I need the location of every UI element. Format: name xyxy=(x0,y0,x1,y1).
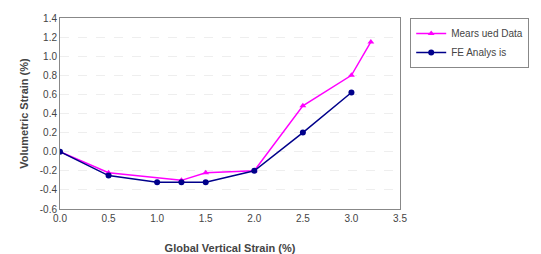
svg-text:2.0: 2.0 xyxy=(247,213,261,224)
svg-text:1.0: 1.0 xyxy=(150,213,164,224)
svg-text:-0.6: -0.6 xyxy=(40,204,58,215)
svg-text:Global Vertical Strain (%): Global Vertical Strain (%) xyxy=(165,242,296,254)
svg-text:1.5: 1.5 xyxy=(199,213,213,224)
svg-text:-0.2: -0.2 xyxy=(40,165,58,176)
svg-text:FE Analys is: FE Analys is xyxy=(451,47,506,58)
svg-text:2.5: 2.5 xyxy=(296,213,310,224)
svg-text:0.8: 0.8 xyxy=(43,70,57,81)
svg-text:0.0: 0.0 xyxy=(53,213,67,224)
svg-text:0.2: 0.2 xyxy=(43,127,57,138)
svg-text:-0.4: -0.4 xyxy=(40,184,58,195)
svg-text:3.0: 3.0 xyxy=(344,213,358,224)
svg-text:3.5: 3.5 xyxy=(393,213,407,224)
svg-text:Volumetric Strain (%): Volumetric Strain (%) xyxy=(18,58,30,169)
svg-text:1.0: 1.0 xyxy=(43,51,57,62)
svg-text:Mears ued Data: Mears ued Data xyxy=(451,28,523,39)
svg-text:0.0: 0.0 xyxy=(43,146,57,157)
svg-text:1.2: 1.2 xyxy=(43,32,57,43)
svg-text:0.4: 0.4 xyxy=(43,108,57,119)
svg-text:0.5: 0.5 xyxy=(102,213,116,224)
svg-text:1.4: 1.4 xyxy=(43,13,57,24)
svg-text:0.6: 0.6 xyxy=(43,89,57,100)
